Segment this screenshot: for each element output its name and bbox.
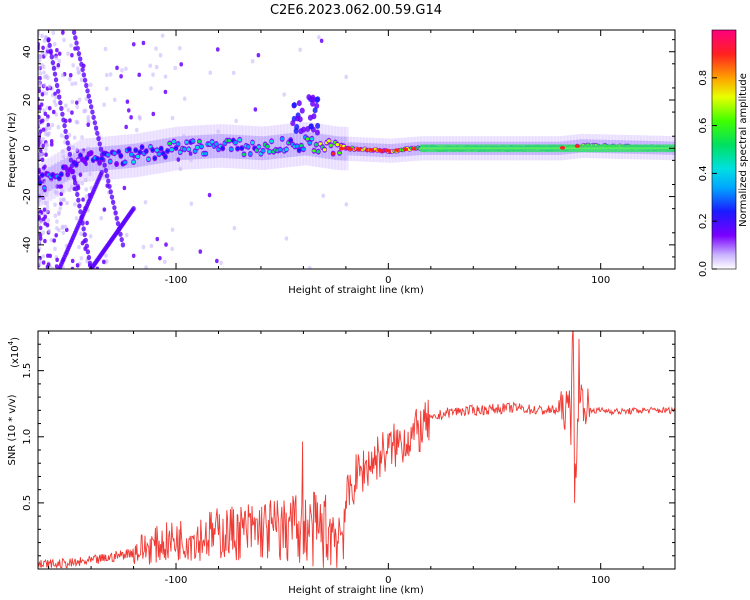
- y-tick-label: 0: [22, 145, 33, 151]
- spectrogram-frame: [37, 29, 676, 270]
- upper-blob: [290, 94, 321, 136]
- x-tick-label: -100: [165, 575, 188, 586]
- x-tick-label: 100: [591, 575, 610, 586]
- y-tick-label: 1.5: [22, 363, 33, 379]
- figure-title: C2E6.2023.062.00.59.G14: [270, 3, 442, 18]
- snr-panel: -100 0 100 0.5 1.0 1.5 Height of straight lin…: [7, 330, 676, 596]
- svg-text:(x104): (x104): [7, 337, 21, 368]
- y-tick-label: 40: [22, 45, 33, 58]
- snr-multiplier-exp: 4: [7, 340, 15, 345]
- spectrogram-xlabel: Height of straight line (km): [288, 285, 424, 296]
- x-tick-label: 100: [591, 275, 610, 286]
- colorbar-tick-label: 0.2: [698, 213, 709, 229]
- spectrogram-ylabel: Frequency (Hz): [7, 112, 18, 188]
- spectrogram-panel: -100 0 100 -40 -20 0 20 40 Height of straight l…: [7, 29, 676, 296]
- snr-multiplier: (x104): [7, 337, 21, 368]
- snr-xlabel: Height of straight line (km): [288, 585, 424, 596]
- colorbar-label: Normalized spectral amplitude: [738, 73, 749, 227]
- y-tick-label: -20: [22, 188, 33, 204]
- colorbar-tick-label: 0.4: [698, 165, 709, 181]
- x-tick-label: 0: [385, 275, 391, 286]
- y-tick-label: 1.0: [22, 429, 33, 445]
- ridge-hotspots: [339, 144, 580, 153]
- y-tick-label: -40: [22, 237, 33, 253]
- ridge-band: [420, 144, 675, 153]
- colorbar: 0.0 0.2 0.4 0.6 0.8 Normalized spectral ampl…: [698, 29, 749, 277]
- x-tick-label: 0: [385, 575, 391, 586]
- snr-series-line: [38, 331, 675, 569]
- y-tick-label: 20: [22, 94, 33, 107]
- noise-streaks: [46, 30, 136, 269]
- colorbar-gradient: [711, 29, 737, 270]
- y-tick-label: 0.5: [22, 495, 33, 511]
- colorbar-tick-label: 0.0: [698, 261, 709, 277]
- snr-multiplier-base: (x10: [10, 345, 21, 368]
- x-tick-label: -100: [165, 275, 188, 286]
- snr-ylabel: SNR (10 * v/v): [7, 394, 18, 465]
- colorbar-tick-label: 0.6: [698, 118, 709, 134]
- colorbar-tick-label: 0.8: [698, 70, 709, 86]
